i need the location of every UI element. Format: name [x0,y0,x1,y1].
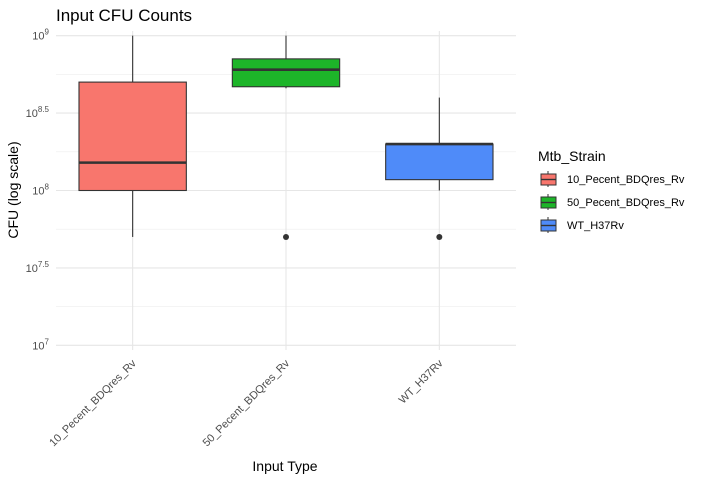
x-tick-label: WT_H37Rv [397,357,446,406]
chart-title: Input CFU Counts [56,6,192,25]
y-axis-title: CFU (log scale) [5,141,21,238]
x-axis-title: Input Type [252,458,317,474]
legend-item: WT_H37Rv [540,217,624,233]
legend: Mtb_Strain 10_Pecent_BDQres_Rv 50_Pecent_… [538,148,685,233]
box-iqr [78,81,187,192]
box-iqr [231,58,341,88]
plot-area [78,35,494,240]
y-tick-label: 109 [32,28,49,43]
y-axis: 107 107.5 108 108.5 109 [26,28,50,353]
y-tick-label: 108.5 [26,105,50,120]
legend-label: WT_H37Rv [567,220,624,232]
y-tick-label: 108 [32,183,49,198]
legend-label: 50_Pecent_BDQres_Rv [567,197,685,209]
legend-label: 10_Pecent_BDQres_Rv [567,174,685,186]
x-tick-label: 50_Pecent_BDQres_Rv [201,357,293,449]
y-tick-label: 107 [32,337,49,352]
legend-item: 10_Pecent_BDQres_Rv [540,171,685,187]
y-tick-label: 107.5 [26,260,50,275]
box-WT_H37Rv [385,97,494,240]
outlier-point [283,233,289,240]
legend-item: 50_Pecent_BDQres_Rv [540,194,685,210]
box-50_Pecent_BDQres_Rv [231,35,341,240]
box-iqr [385,143,494,181]
legend-title: Mtb_Strain [538,148,606,164]
x-tick-label: 10_Pecent_BDQres_Rv [47,357,139,449]
box-10_Pecent_BDQres_Rv [78,35,187,237]
outlier-point [436,233,443,240]
x-axis: 10_Pecent_BDQres_Rv 50_Pecent_BDQres_Rv WT… [47,357,446,449]
